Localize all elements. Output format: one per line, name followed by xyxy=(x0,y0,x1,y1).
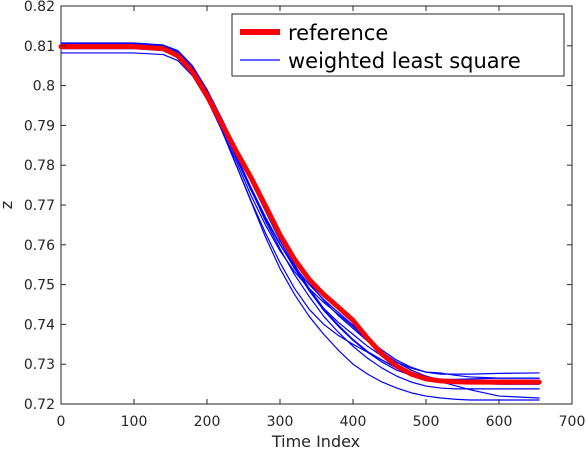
x-tick-label: 400 xyxy=(340,414,367,430)
tick-layer: 0 100 200 300 400 500 600 700 0.72 0.73 0.74 0.75 0.… xyxy=(24,0,586,430)
legend-label-weighted-least-square: weighted least square xyxy=(288,49,521,73)
y-tick-label: 0.76 xyxy=(24,238,55,254)
y-tick-label: 0.78 xyxy=(24,158,55,174)
legend: reference weighted least square xyxy=(231,13,565,77)
x-axis-label: Time Index xyxy=(271,432,360,451)
x-tick-label: 200 xyxy=(194,414,221,430)
y-tick-label: 0.8 xyxy=(33,79,55,95)
y-tick-label: 0.75 xyxy=(24,278,55,294)
y-axis-label: z xyxy=(0,201,16,209)
x-tick-label: 300 xyxy=(267,414,294,430)
x-tick-label: 500 xyxy=(413,414,440,430)
x-tick-label: 0 xyxy=(57,414,66,430)
x-tick-label: 700 xyxy=(559,414,586,430)
x-tick-label: 600 xyxy=(486,414,513,430)
y-tick-label: 0.74 xyxy=(24,317,55,333)
series-line-weighted-least-square xyxy=(60,42,540,379)
y-tick-label: 0.77 xyxy=(24,198,55,214)
y-tick-label: 0.82 xyxy=(24,0,55,15)
y-tick-label: 0.81 xyxy=(24,39,55,55)
series-line-reference xyxy=(58,44,542,385)
y-tick-label: 0.72 xyxy=(24,397,55,413)
series-layer xyxy=(58,42,542,401)
x-tick-label: 100 xyxy=(121,414,148,430)
y-tick-label: 0.79 xyxy=(24,118,55,134)
legend-box xyxy=(231,13,565,77)
y-tick-label: 0.73 xyxy=(24,357,55,373)
legend-label-reference: reference xyxy=(288,21,388,45)
